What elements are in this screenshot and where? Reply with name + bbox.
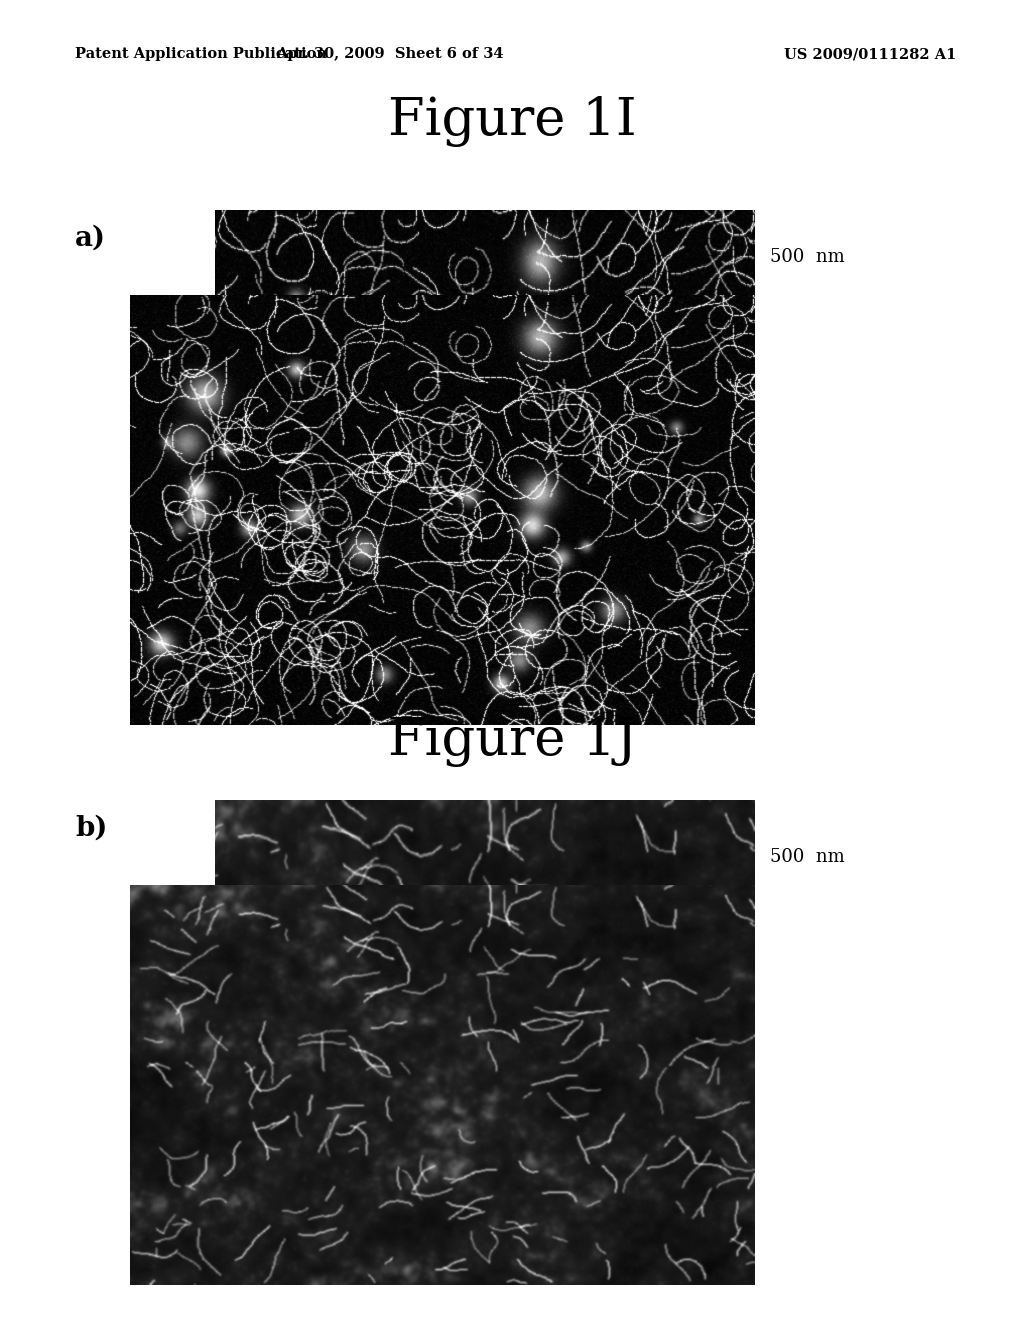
Text: US 2009/0111282 A1: US 2009/0111282 A1 [783,48,956,61]
Text: b): b) [75,814,108,842]
Text: Patent Application Publication: Patent Application Publication [75,48,327,61]
Text: a): a) [75,224,106,252]
Text: Figure 1I: Figure 1I [388,96,636,147]
Text: 500  nm: 500 nm [770,847,845,866]
Text: Figure 1J: Figure 1J [387,715,637,767]
Text: Apr. 30, 2009  Sheet 6 of 34: Apr. 30, 2009 Sheet 6 of 34 [276,48,504,61]
Text: 500  nm: 500 nm [770,248,845,267]
